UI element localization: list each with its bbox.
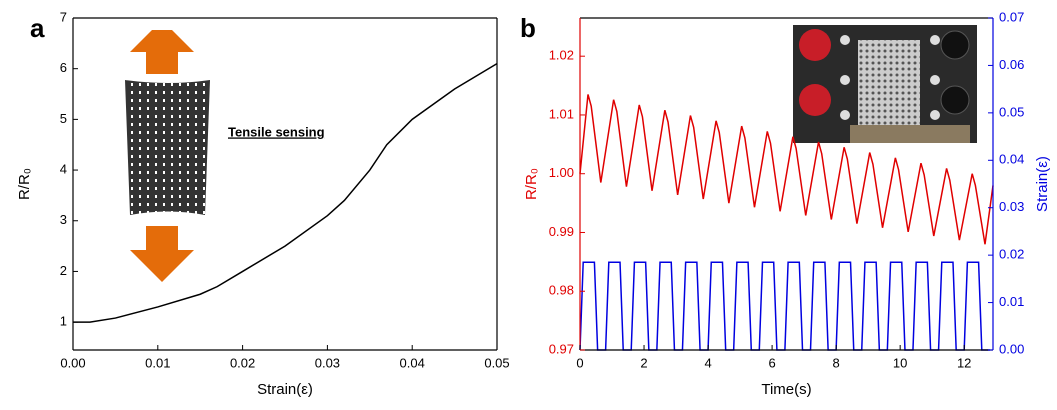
data-line [579,261,990,351]
y2-tick-label: 0.02 [999,247,1024,262]
panel-label: a [30,13,45,43]
x-axis-label: Strain(ε) [257,381,313,398]
y-axis-label: R/R₀ [16,168,33,200]
y-tick-label: 1.00 [549,165,574,180]
x-axis-label: Time(s) [761,381,811,398]
x-tick-label: 4 [704,355,711,370]
illustration [125,30,210,282]
x-tick-label: 6 [768,355,775,370]
y2-tick-label: 0.05 [999,104,1024,119]
y-tick-label: 0.98 [549,283,574,298]
y-tick-label: 3 [60,212,67,227]
y2-tick-label: 0.03 [999,199,1024,214]
y2-tick-label: 0.07 [999,9,1024,24]
annotation: Tensile sensing [228,124,325,139]
y-tick-label: 1.02 [549,48,574,63]
x-tick-label: 12 [957,355,971,370]
x-tick-label: 0.04 [400,355,425,370]
x-tick-label: 0.05 [484,355,509,370]
y-tick-label: 7 [60,9,67,24]
x-tick-label: 0.02 [230,355,255,370]
y-axis-label: R/R₀ [523,168,540,200]
y-tick-label: 1.01 [549,106,574,121]
inset-photo [793,25,977,143]
y-tick-label: 6 [60,60,67,75]
y-tick-label: 2 [60,263,67,278]
y-tick-label: 1 [60,314,67,329]
x-tick-label: 0 [576,355,583,370]
y2-tick-label: 0.06 [999,57,1024,72]
data-line [579,94,994,245]
x-tick-label: 8 [833,355,840,370]
y2-tick-label: 0.04 [999,152,1024,167]
panel-label: b [520,13,536,43]
x-tick-label: 0.03 [315,355,340,370]
x-tick-label: 2 [640,355,647,370]
y2-tick-label: 0.00 [999,341,1024,356]
y2-axis-label: Strain(ε) [1034,156,1051,212]
x-tick-label: 10 [893,355,907,370]
x-tick-label: 0.01 [145,355,170,370]
x-tick-label: 0.00 [60,355,85,370]
y-tick-label: 4 [60,161,67,176]
y-tick-label: 0.99 [549,224,574,239]
y-tick-label: 0.97 [549,341,574,356]
y2-tick-label: 0.01 [999,294,1024,309]
data-line [73,62,498,323]
y-tick-label: 5 [60,111,67,126]
